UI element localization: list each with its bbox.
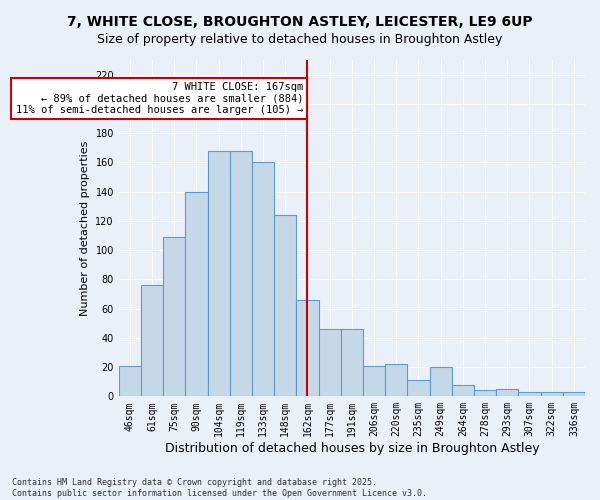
Bar bbox=[430, 367, 452, 396]
Text: Contains HM Land Registry data © Crown copyright and database right 2025.
Contai: Contains HM Land Registry data © Crown c… bbox=[12, 478, 427, 498]
Bar bbox=[319, 329, 341, 396]
Bar bbox=[496, 389, 518, 396]
Bar bbox=[341, 329, 363, 396]
Bar bbox=[252, 162, 274, 396]
Bar bbox=[296, 300, 319, 396]
Text: 7 WHITE CLOSE: 167sqm
← 89% of detached houses are smaller (884)
11% of semi-det: 7 WHITE CLOSE: 167sqm ← 89% of detached … bbox=[16, 82, 303, 115]
Bar bbox=[119, 366, 141, 396]
Text: Size of property relative to detached houses in Broughton Astley: Size of property relative to detached ho… bbox=[97, 32, 503, 46]
Bar bbox=[407, 380, 430, 396]
X-axis label: Distribution of detached houses by size in Broughton Astley: Distribution of detached houses by size … bbox=[164, 442, 539, 455]
Bar bbox=[452, 384, 474, 396]
Y-axis label: Number of detached properties: Number of detached properties bbox=[80, 140, 89, 316]
Bar bbox=[208, 150, 230, 396]
Bar bbox=[518, 392, 541, 396]
Text: 7, WHITE CLOSE, BROUGHTON ASTLEY, LEICESTER, LE9 6UP: 7, WHITE CLOSE, BROUGHTON ASTLEY, LEICES… bbox=[67, 15, 533, 29]
Bar bbox=[541, 392, 563, 396]
Bar bbox=[230, 150, 252, 396]
Bar bbox=[563, 392, 585, 396]
Bar bbox=[474, 390, 496, 396]
Bar bbox=[185, 192, 208, 396]
Bar bbox=[141, 285, 163, 397]
Bar bbox=[163, 237, 185, 396]
Bar bbox=[363, 366, 385, 396]
Bar bbox=[274, 215, 296, 396]
Bar bbox=[385, 364, 407, 396]
